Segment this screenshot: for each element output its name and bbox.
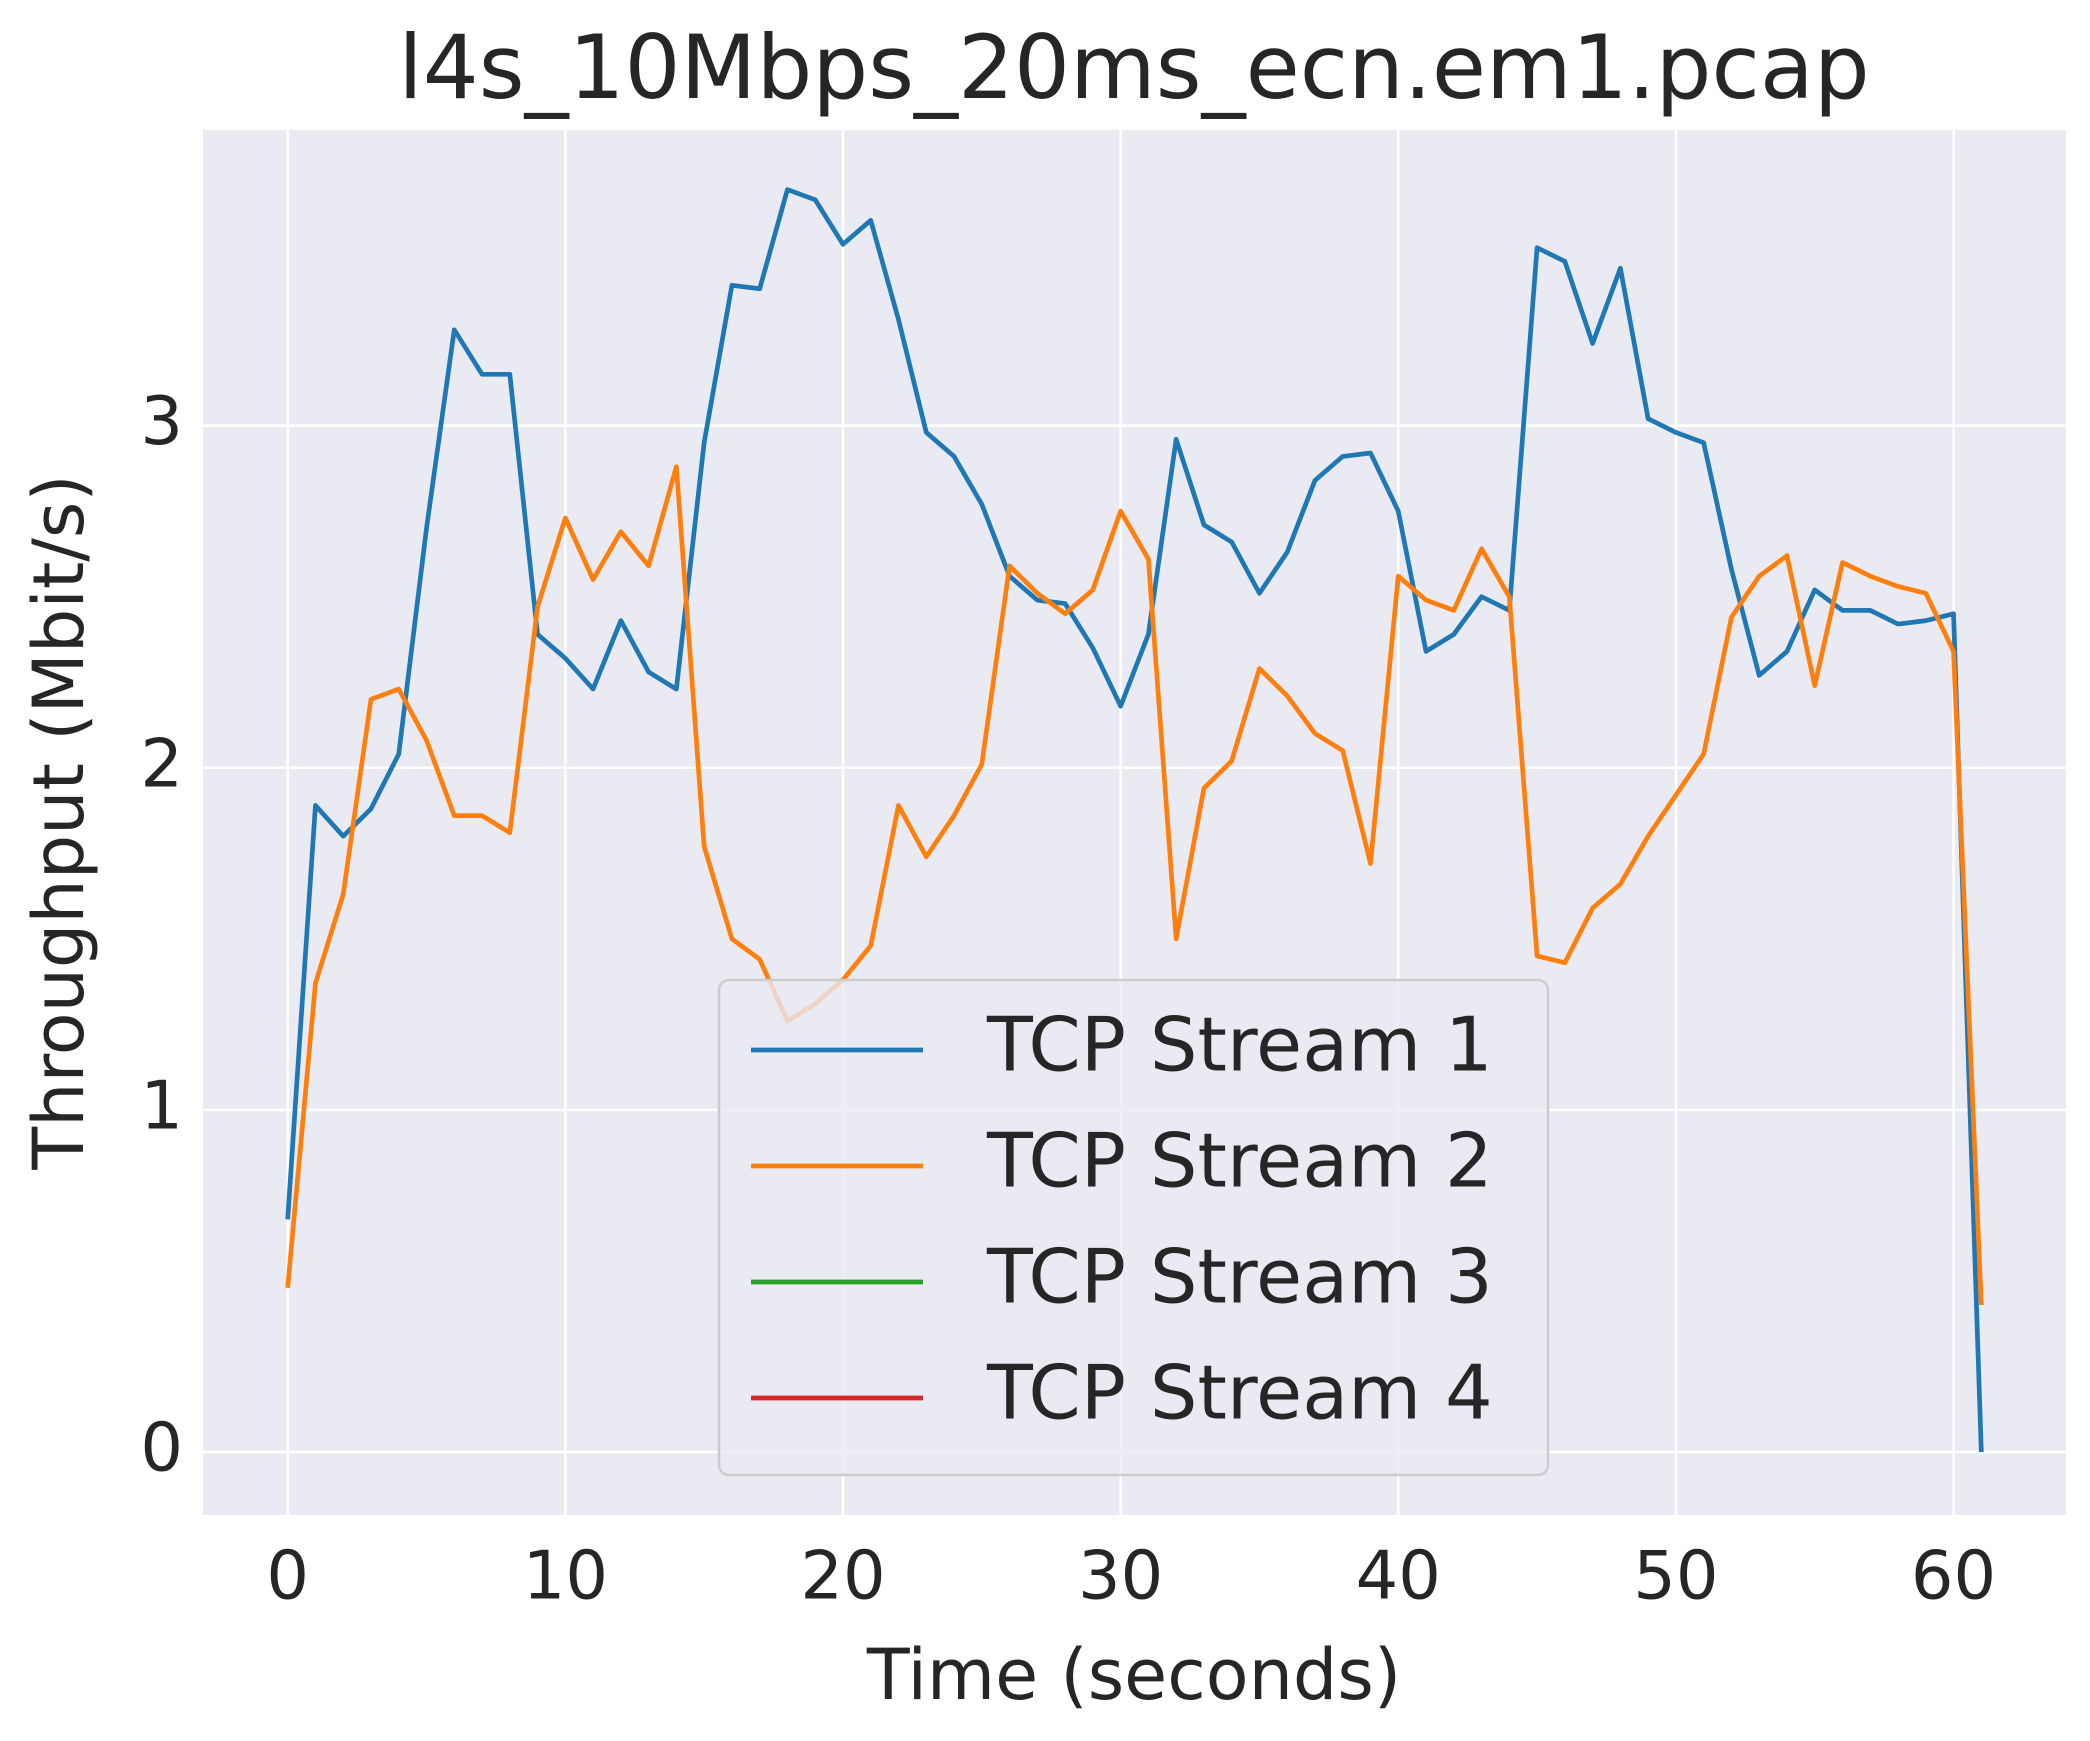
legend-box [717,978,1550,1477]
legend-label: TCP Stream 1 [986,1001,1493,1089]
y-axis-label: Throughput (Mbit/s) [18,474,100,1170]
x-tick-label: 20 [800,1537,885,1615]
legend-label: TCP Stream 4 [986,1349,1493,1437]
y-tick-label: 0 [140,1409,183,1487]
y-tick-label: 3 [140,382,183,460]
x-tick-label: 0 [266,1537,309,1615]
x-tick-label: 30 [1078,1537,1163,1615]
x-tick-label: 10 [523,1537,608,1615]
data-line [285,187,1984,1453]
chart-title: l4s_10Mbps_20ms_ecn.em1.pcap [398,16,1869,119]
x-tick-label: 60 [1911,1537,1996,1615]
legend-label: TCP Stream 3 [986,1233,1493,1321]
y-tick-label: 2 [140,724,183,802]
y-tick-label: 1 [140,1066,183,1144]
x-axis-label: Time (seconds) [866,1634,1401,1716]
x-tick-label: 40 [1356,1537,1441,1615]
data-line [285,464,1984,1306]
legend-label: TCP Stream 2 [986,1117,1493,1205]
x-tick-label: 50 [1633,1537,1718,1615]
